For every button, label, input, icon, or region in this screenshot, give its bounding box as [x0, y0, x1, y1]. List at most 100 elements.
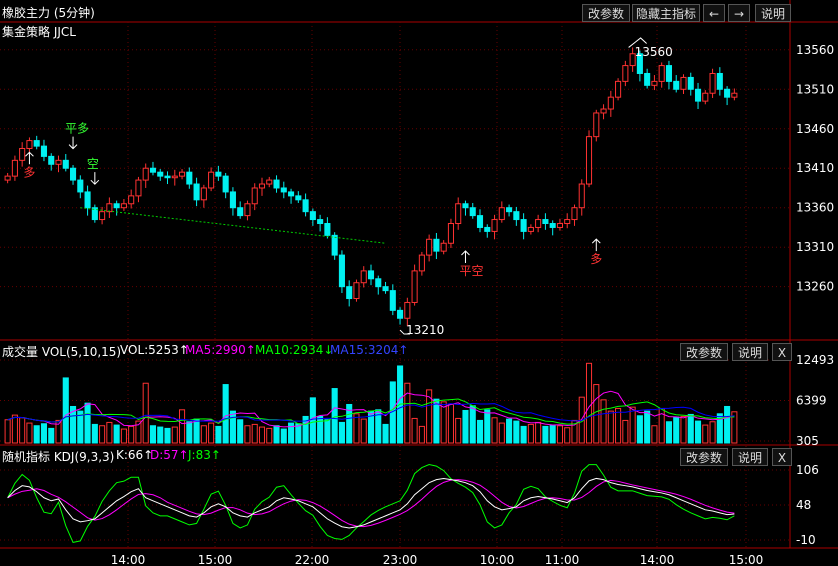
- volume-bar: [556, 425, 563, 444]
- time-axis-label: 23:00: [383, 553, 418, 566]
- volume-bar: [520, 425, 527, 444]
- help-button[interactable]: 说明: [755, 4, 791, 22]
- volume-bar: [585, 362, 593, 444]
- candle-body: [157, 171, 164, 177]
- candle-body: [338, 254, 345, 288]
- volume-bar: [629, 406, 636, 444]
- signal-arrow-up: [25, 151, 34, 165]
- volume-bar: [527, 423, 534, 444]
- volume-bar: [222, 384, 229, 444]
- kdj-axis-label: 106: [796, 463, 819, 477]
- candle-body: [62, 159, 69, 169]
- candle-body: [128, 195, 135, 205]
- candle-body: [411, 270, 418, 303]
- volume-bar: [651, 425, 658, 444]
- candle-body: [506, 207, 513, 213]
- grid-lines: [0, 0, 838, 549]
- candle-body: [724, 88, 731, 98]
- volume-bar: [687, 413, 694, 444]
- volume-close-button[interactable]: X: [772, 343, 792, 361]
- candle-body: [26, 140, 33, 149]
- volume-bar: [11, 414, 18, 444]
- kdj-help-button[interactable]: 说明: [732, 448, 768, 466]
- next-button[interactable]: →: [728, 4, 750, 22]
- kdj-title: 随机指标 KDJ(9,3,3): [2, 450, 115, 464]
- volume-bar: [55, 419, 62, 444]
- kdj-d: D:57↑: [150, 448, 189, 462]
- edit-params-button[interactable]: 改参数: [582, 4, 630, 22]
- volume-bar: [382, 423, 389, 444]
- volume-bar: [418, 425, 425, 444]
- volume-bar: [186, 421, 193, 444]
- volume-bar: [208, 422, 215, 444]
- kdj-edit-params-button[interactable]: 改参数: [680, 448, 728, 466]
- prev-button[interactable]: ←: [703, 4, 725, 22]
- volume-bar: [411, 417, 418, 444]
- candle-body: [200, 187, 207, 201]
- candle-body: [491, 219, 498, 232]
- candle-body: [549, 223, 556, 228]
- candle-body: [716, 72, 723, 90]
- candle-body: [4, 175, 11, 181]
- candle-body: [309, 211, 316, 221]
- volume-bar: [113, 424, 120, 444]
- volume-bar: [164, 427, 171, 444]
- time-axis-label: 15:00: [198, 553, 233, 566]
- axes: 13560 13510 13460 13410 13360 13310 13260 12493…: [111, 43, 834, 566]
- candle-body: [498, 207, 505, 221]
- volume-axis-label: 12493: [796, 353, 834, 367]
- volume-bar: [229, 410, 236, 444]
- candle-body: [440, 242, 447, 252]
- price-axis-label: 13510: [796, 82, 834, 96]
- volume-bar: [273, 425, 280, 444]
- candle-body: [462, 203, 469, 209]
- candle-body: [229, 191, 236, 209]
- volume-bar: [571, 419, 578, 444]
- kdj-axis-label: -10: [796, 533, 816, 547]
- time-axis-label: 10:00: [480, 553, 515, 566]
- candle-body: [353, 282, 360, 300]
- instrument-title: 橡胶主力 (5分钟): [2, 6, 95, 20]
- volume-bar: [426, 389, 433, 444]
- volume-bar: [491, 417, 498, 444]
- candle-body: [629, 53, 636, 67]
- volume-bar: [404, 382, 411, 444]
- candle-body: [244, 203, 251, 217]
- candle-body: [317, 219, 324, 225]
- hide-indicator-button[interactable]: 隐藏主指标: [632, 4, 700, 22]
- kdj-axis-label: 48: [796, 498, 811, 512]
- candle-body: [600, 108, 607, 114]
- volume-ma10: MA10:2934↓: [255, 343, 334, 357]
- candle-body: [455, 203, 462, 225]
- candle-body: [585, 136, 593, 185]
- price-axis-label: 13310: [796, 240, 834, 254]
- candle-body: [615, 80, 622, 98]
- candle-body: [571, 207, 578, 221]
- volume-edit-params-button[interactable]: 改参数: [680, 343, 728, 361]
- candle-body: [40, 145, 48, 157]
- signal-label: 空: [87, 157, 99, 171]
- candle-body: [484, 226, 491, 232]
- volume-bar: [26, 422, 33, 444]
- kdj-panel[interactable]: [7, 464, 735, 543]
- candle-body: [578, 183, 585, 209]
- volume-panel[interactable]: [4, 362, 738, 444]
- volume-help-button[interactable]: 说明: [732, 343, 768, 361]
- signal-arrow-up: [461, 250, 470, 263]
- volume-bar: [731, 411, 738, 444]
- candle-body: [186, 171, 193, 185]
- candle-body: [375, 278, 382, 288]
- volume-axis-label: 6399: [796, 394, 827, 408]
- candle-body: [389, 290, 396, 311]
- volume-bar: [622, 419, 629, 444]
- volume-bar: [324, 419, 331, 444]
- candle-body: [476, 215, 484, 228]
- volume-bar: [709, 421, 716, 444]
- volume-bar: [69, 405, 77, 444]
- volume-ma5: MA5:2990↑: [185, 343, 256, 357]
- kdj-close-button[interactable]: X: [772, 448, 792, 466]
- candle-body: [84, 191, 91, 209]
- volume-vol: VOL:5253↑: [120, 343, 189, 357]
